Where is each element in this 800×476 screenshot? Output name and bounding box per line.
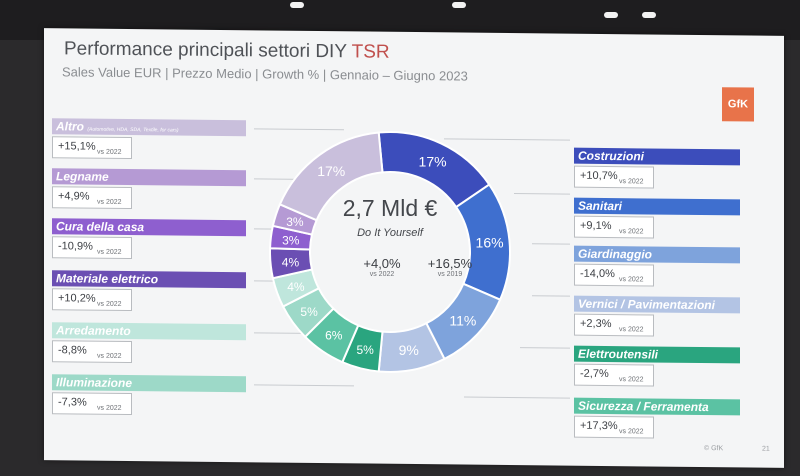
sector-sicurezza-ferramenta: Sicurezza / Ferramenta +17,3% vs 2022: [574, 397, 740, 439]
growth-box: +4,9% vs 2022: [52, 186, 132, 210]
donut-slice-label: 5%: [300, 305, 318, 319]
growth-box: -2,7% vs 2022: [574, 363, 654, 387]
sector-bar: Vernici / Pavimentazioni: [574, 295, 740, 314]
donut-slice-label: 4%: [287, 280, 305, 294]
ceiling-light: [604, 12, 618, 18]
growth-box: -10,9% vs 2022: [52, 236, 132, 260]
total-label: Do It Yourself: [357, 227, 423, 239]
growth-box: -14,0% vs 2022: [574, 263, 654, 287]
growth-box: +15,1% vs 2022: [52, 136, 132, 160]
sector-legname: Legname +4,9% vs 2022: [52, 168, 246, 210]
growth-vs-2019: +16,5% vs 2019: [427, 256, 473, 278]
ceiling-light: [452, 2, 466, 8]
connector-line: [532, 243, 570, 245]
sector-vernici-pavimentazioni: Vernici / Pavimentazioni +2,3% vs 2022: [574, 295, 740, 337]
sector-bar: Materiale elettrico: [52, 270, 246, 289]
connector-line: [532, 295, 570, 297]
sector-bar: Sanitari: [574, 197, 740, 216]
ceiling-light: [290, 2, 304, 8]
donut-slice-label: 17%: [419, 154, 447, 170]
donut-slice-label: 9%: [399, 342, 419, 358]
donut-slice-label: 11%: [449, 312, 476, 328]
sector-sanitari: Sanitari +9,1% vs 2022: [574, 197, 740, 239]
ceiling-light: [642, 12, 656, 18]
growth-box: +9,1% vs 2022: [574, 215, 654, 239]
sector-giardinaggio: Giardinaggio -14,0% vs 2022: [574, 245, 740, 287]
donut-slice-label: 17%: [317, 163, 345, 179]
copyright: © GfK: [704, 445, 724, 453]
growth-box: -7,3% vs 2022: [52, 392, 132, 416]
growth-box: -8,8% vs 2022: [52, 340, 132, 364]
slide-subtitle: Sales Value EUR | Prezzo Medio | Growth …: [62, 64, 468, 84]
growth-box: +10,2% vs 2022: [52, 288, 132, 312]
sector-bar: Legname: [52, 168, 246, 187]
total-value: 2,7 Mld €: [342, 195, 438, 221]
page-number: 21: [762, 445, 770, 453]
gfk-logo: GfK: [722, 87, 754, 122]
donut-chart: 17% 16% 11% 9% 5% 6% 5% 4% 4% 3% 3% 17%: [269, 131, 511, 373]
sector-costruzioni: Costruzioni +10,7% vs 2022: [574, 147, 740, 189]
sector-bar: Giardinaggio: [574, 245, 740, 264]
sector-illuminazione: Illuminazione -7,3% vs 2022: [52, 374, 246, 416]
donut-slice-label: 5%: [356, 343, 374, 357]
sector-cura-della-casa: Cura della casa -10,9% vs 2022: [52, 218, 246, 260]
donut-slice: [278, 131, 384, 222]
sector-bar: Sicurezza / Ferramenta: [574, 397, 740, 416]
sector-bar: Altro (Automotive, HDA, SDA, Textile, fo…: [52, 118, 246, 137]
growth-box: +17,3% vs 2022: [574, 415, 654, 439]
sector-bar: Costruzioni: [574, 147, 740, 166]
donut-slice-label: 16%: [476, 235, 504, 251]
donut-slice-label: 3%: [282, 233, 300, 247]
growth-box: +10,7% vs 2022: [574, 165, 654, 189]
sector-altro: Altro (Automotive, HDA, SDA, Textile, fo…: [52, 118, 246, 160]
growth-box: +2,3% vs 2022: [574, 313, 654, 337]
sector-bar: Cura della casa: [52, 218, 246, 237]
sector-arredamento: Arredamento -8,8% vs 2022: [52, 322, 246, 364]
sector-elettroutensili: Elettroutensili -2,7% vs 2022: [574, 345, 740, 387]
donut-slice-label: 6%: [325, 329, 343, 343]
sector-materiale-elettrico: Materiale elettrico +10,2% vs 2022: [52, 270, 246, 312]
growth-vs-2022: +4,0% vs 2022: [363, 256, 401, 278]
sector-bar: Arredamento: [52, 322, 246, 341]
donut-slice-label: 3%: [286, 215, 304, 229]
slide-title: Performance principali settori DIY TSR: [64, 38, 390, 63]
sector-bar: Elettroutensili: [574, 345, 740, 364]
sector-bar: Illuminazione: [52, 374, 246, 393]
donut-slice-label: 4%: [282, 255, 300, 269]
